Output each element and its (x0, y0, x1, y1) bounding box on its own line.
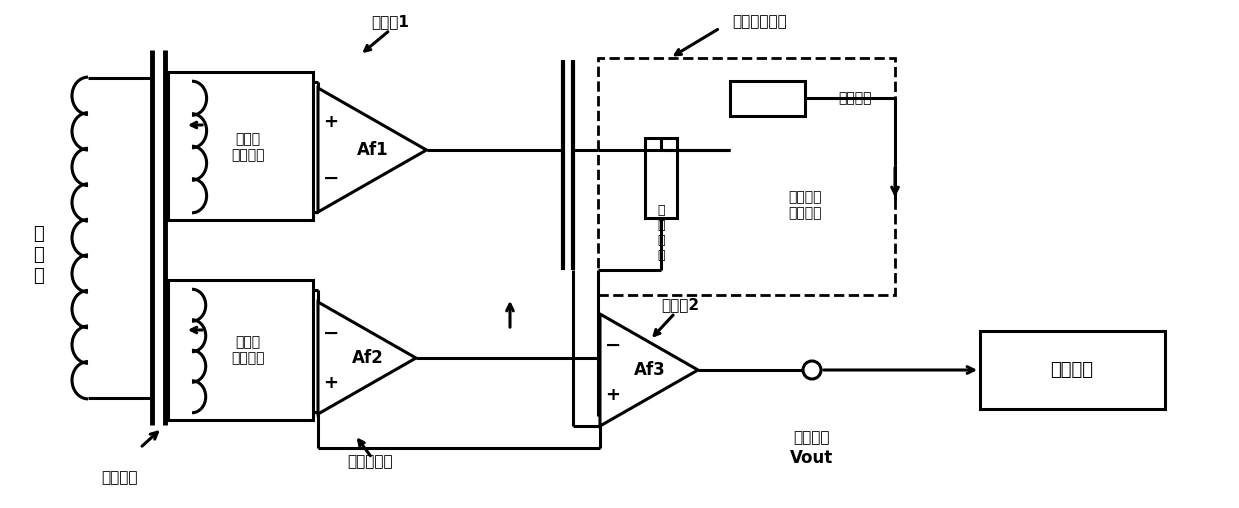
Bar (730, 81, 805, 116)
Text: 分流电阻: 分流电阻 (839, 91, 872, 105)
Bar (980, 331, 1165, 409)
Text: Af1: Af1 (357, 141, 389, 159)
Text: 反向放大器: 反向放大器 (347, 455, 393, 469)
Text: 计算单元: 计算单元 (1051, 361, 1094, 379)
Text: 一
次
侧: 一 次 侧 (32, 225, 43, 285)
Text: +: + (323, 374, 338, 392)
Text: −: − (323, 324, 339, 342)
Text: Af2: Af2 (352, 349, 384, 367)
Text: 零磁通
检测绕组: 零磁通 检测绕组 (232, 132, 265, 162)
Bar (169, 280, 313, 420)
Text: 电压输出: 电压输出 (794, 430, 830, 446)
Text: 检测铁芯: 检测铁芯 (102, 470, 139, 486)
Text: −: − (605, 335, 621, 355)
Text: −: − (323, 169, 339, 187)
Bar (169, 72, 313, 220)
Text: 零磁通
补偿绕组: 零磁通 补偿绕组 (232, 335, 265, 365)
Text: 动态压流
转换电路: 动态压流 转换电路 (788, 190, 821, 220)
Text: 转
换
电
阻: 转 换 电 阻 (657, 204, 665, 262)
Text: Af3: Af3 (634, 361, 665, 379)
Bar (646, 138, 676, 218)
Bar (598, 58, 895, 295)
Text: 直流滤波单元: 直流滤波单元 (732, 15, 787, 29)
Polygon shape (318, 302, 416, 414)
Text: 放大器2: 放大器2 (660, 298, 699, 312)
Text: +: + (606, 386, 621, 404)
Polygon shape (600, 314, 698, 426)
Text: 放大器1: 放大器1 (370, 15, 409, 29)
Polygon shape (318, 88, 426, 212)
Text: +: + (323, 113, 338, 131)
Text: Vout: Vout (790, 449, 834, 467)
